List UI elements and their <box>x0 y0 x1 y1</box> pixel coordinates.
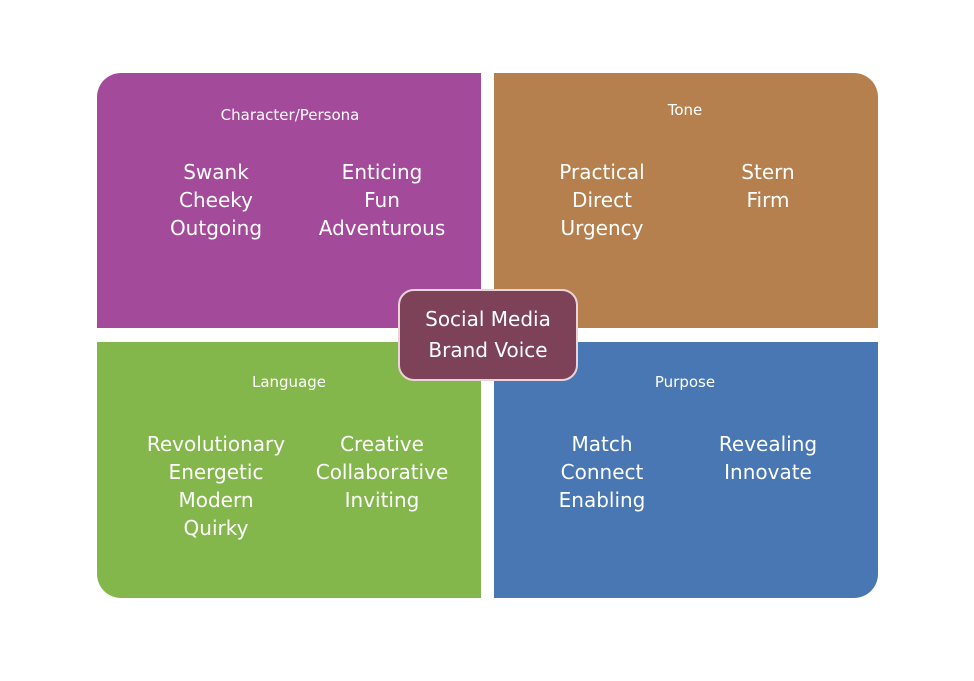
trait-item: Cheeky <box>179 188 253 212</box>
quadrant-character-persona: Character/Persona Swank Cheeky Outgoing … <box>97 73 481 328</box>
trait-item: Adventurous <box>318 216 446 240</box>
trait-item: Direct <box>572 188 632 212</box>
center-node-brand-voice: Social Media Brand Voice <box>398 289 578 381</box>
trait-item: Firm <box>746 188 790 212</box>
trait-column-left: Swank Cheeky Outgoing <box>170 158 262 242</box>
trait-item: Fun <box>364 188 400 212</box>
quadrant-title: Tone <box>667 101 703 119</box>
trait-item: Modern <box>178 488 254 512</box>
trait-column-right: Enticing Fun Adventurous <box>319 158 445 242</box>
trait-item: Creative <box>340 432 424 456</box>
trait-item: Quirky <box>183 516 249 540</box>
trait-column-left: Match Connect Enabling <box>559 430 646 514</box>
quadrant-title: Purpose <box>654 373 716 391</box>
quadrant-language: Language Revolutionary Energetic Modern … <box>97 342 481 598</box>
trait-column-left: Practical Direct Urgency <box>559 158 644 242</box>
trait-item: Energetic <box>168 460 264 484</box>
trait-item: Inviting <box>344 488 420 512</box>
trait-column-right: Creative Collaborative Inviting <box>316 430 449 514</box>
trait-item: Outgoing <box>169 216 263 240</box>
trait-item: Revealing <box>718 432 818 456</box>
center-label-line1: Social Media <box>425 307 551 331</box>
quadrant-title: Language <box>251 373 327 391</box>
quadrant-title: Character/Persona <box>220 106 360 124</box>
trait-item: Swank <box>183 160 249 184</box>
trait-item: Enticing <box>341 160 423 184</box>
trait-item: Revolutionary <box>146 432 286 456</box>
trait-item: Urgency <box>560 216 644 240</box>
quadrant-tone: Tone Practical Direct Urgency Stern Firm <box>494 73 878 328</box>
center-label-line2: Brand Voice <box>428 338 548 362</box>
trait-column-left: Revolutionary Energetic Modern Quirky <box>147 430 285 542</box>
trait-item: Collaborative <box>315 460 449 484</box>
trait-column-right: Revealing Innovate <box>719 430 817 486</box>
trait-item: Stern <box>741 160 795 184</box>
quadrant-purpose: Purpose Match Connect Enabling Revealing… <box>494 342 878 598</box>
trait-item: Innovate <box>724 460 812 484</box>
trait-item: Practical <box>559 160 645 184</box>
trait-item: Match <box>571 432 633 456</box>
trait-column-right: Stern Firm <box>741 158 794 214</box>
trait-item: Enabling <box>558 488 646 512</box>
trait-item: Connect <box>560 460 644 484</box>
